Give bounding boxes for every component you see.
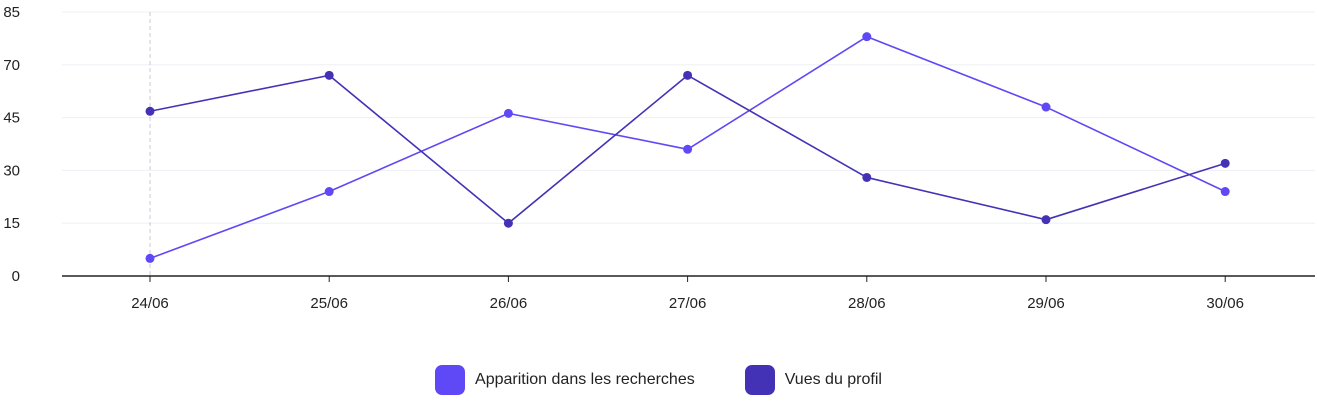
x-tick-label: 24/06 [131, 295, 169, 312]
legend-item-vues[interactable]: Vues du profil [744, 365, 882, 395]
data-point-series-0[interactable] [683, 144, 693, 154]
data-point-series-1[interactable] [862, 172, 872, 182]
data-point-series-1[interactable] [1041, 215, 1051, 225]
x-tick-label: 29/06 [1027, 295, 1065, 312]
y-tick-label: 30 [3, 162, 20, 179]
data-point-series-0[interactable] [145, 253, 155, 263]
legend-label-apparition: Apparition dans les recherches [475, 371, 695, 388]
x-tick-label: 26/06 [490, 295, 528, 312]
y-tick-label: 70 [3, 57, 20, 74]
legend: Apparition dans les recherches Vues du p… [0, 362, 1317, 398]
data-point-series-1[interactable] [503, 218, 513, 228]
legend-swatch-vues [744, 365, 775, 395]
data-point-series-0[interactable] [862, 32, 872, 42]
y-tick-label: 85 [3, 4, 20, 21]
line-chart: 0 15 30 45 70 85 24/06 25/06 26/06 27/06 28/06 29/… [3, 4, 1315, 312]
y-tick-label: 15 [3, 215, 20, 232]
data-point-series-1[interactable] [145, 106, 155, 116]
data-point-series-0[interactable] [1041, 102, 1051, 112]
x-tick-label: 28/06 [848, 295, 886, 312]
data-point-series-1[interactable] [324, 70, 334, 80]
series-layer [145, 32, 1230, 263]
data-point-series-1[interactable] [683, 70, 693, 80]
x-tick-label: 27/06 [669, 295, 707, 312]
legend-swatch-apparition [435, 365, 466, 395]
y-tick-label: 45 [3, 110, 20, 127]
legend-label-vues: Vues du profil [784, 371, 882, 388]
x-axis: 24/06 25/06 26/06 27/06 28/06 29/06 30/06 [62, 275, 1315, 312]
grid [62, 11, 1315, 276]
data-point-series-0[interactable] [503, 108, 513, 118]
y-axis: 0 15 30 45 70 85 [3, 4, 20, 285]
y-tick-label: 0 [12, 268, 20, 285]
legend-item-apparition[interactable]: Apparition dans les recherches [435, 365, 695, 395]
data-point-series-0[interactable] [324, 187, 334, 197]
x-tick-label: 30/06 [1206, 295, 1244, 312]
data-point-series-0[interactable] [1220, 187, 1230, 197]
x-tick-label: 25/06 [310, 295, 348, 312]
data-point-series-1[interactable] [1220, 158, 1230, 168]
